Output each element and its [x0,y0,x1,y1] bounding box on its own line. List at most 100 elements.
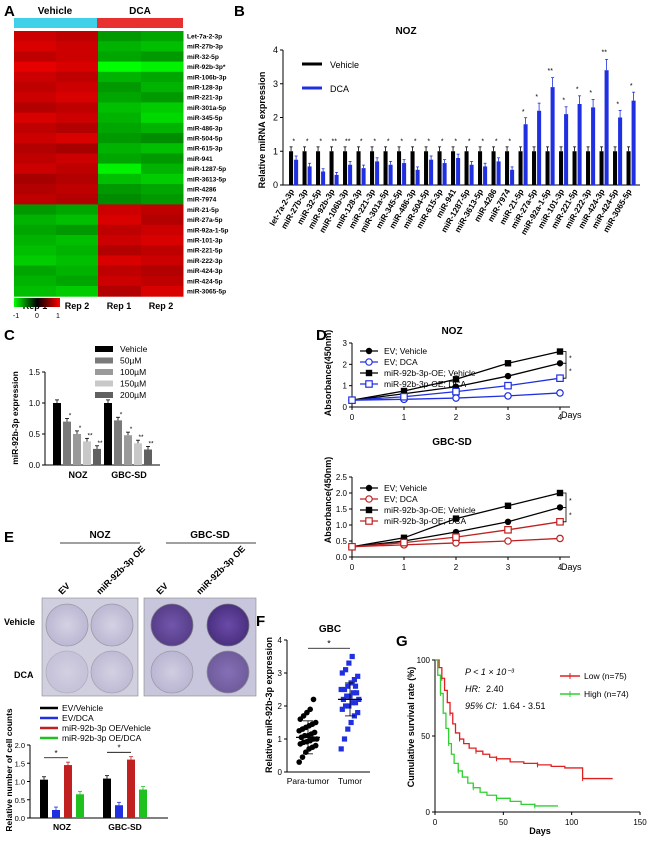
heatmap-cell [14,112,57,124]
legend-label: EV; DCA [384,357,418,367]
significance-bracket [563,506,567,523]
heatmap-cell [14,153,57,165]
y-tick-label: 1.5 [29,368,41,377]
e-row-vehicle: Vehicle [4,617,35,627]
heatmap-cell [141,71,184,83]
heatmap-column-label: Rep 1 [107,301,132,311]
legend-label: 200µM [120,390,146,400]
heatmap-cell [56,92,99,103]
marker [504,537,512,545]
heatmap-cell [56,173,99,185]
legend-label: High (n=74) [584,689,629,699]
x-tick-label: 150 [633,818,647,827]
data-point [311,729,318,736]
y-tick-label: 0.0 [336,553,348,562]
heatmap-cell [56,235,99,246]
panel-letter-c: C [4,327,15,344]
heatmap-cell [14,71,57,83]
heatmap-cell [98,214,142,226]
bar [429,159,434,185]
heatmap-cell [98,102,142,114]
bar [348,164,353,185]
data-point [352,683,359,689]
heatmap-cell [56,224,99,236]
heatmap-cell [56,61,99,73]
y-tick-label: 2 [343,360,348,369]
panel-c-ylabel: miR-92b-3p expression [10,371,20,465]
data-point [349,653,355,660]
x-tick-label: 0 [350,563,355,572]
y-tick-label: 3 [343,339,348,348]
data-point [350,690,356,696]
heatmap-row-label: miR-27a-5p [187,217,223,224]
marker [365,517,373,525]
heatmap-row-label: miR-1287-5p [187,166,226,173]
y-tick-label: 1.5 [336,505,348,514]
x-tick-label: 2 [454,413,459,422]
heatmap-cell [14,265,57,277]
y-tick-label: 0 [278,768,283,777]
bar [564,114,569,185]
legend-swatch [95,392,113,398]
marker [365,380,373,388]
y-tick-label: 0 [273,180,278,190]
y-tick-label: 4 [273,45,278,55]
marker [452,394,460,402]
category-label: GBC-SD [111,470,147,480]
data-point [307,706,314,713]
heatmap-row-label: miR-3065-5p [187,289,226,296]
marker [365,484,373,492]
y-tick-label: 2 [278,702,283,711]
marker [365,358,373,366]
bar [388,164,393,185]
significance-mark: * [79,425,82,432]
heatmap-cell [14,82,57,93]
significance-mark: ** [602,49,608,56]
category-label: Tumor [338,776,362,786]
e-col-oe-2: miR-92b-3p OE [194,544,247,597]
panel-g-chart: Cumulative survival rate (%) Days 0 50 100… [406,656,647,836]
marker [504,518,512,525]
panel-e-ylabel: Relative number of cell counts [4,708,14,832]
dca-group-label: DCA [129,6,151,17]
significance-mark: * [522,109,525,116]
data-point [341,686,348,693]
bar [523,124,528,185]
y-tick-label: 2.5 [336,473,348,482]
x-tick-label: 0 [350,413,355,422]
marker [400,534,408,541]
bar [456,158,461,185]
data-point [348,719,354,726]
panel-b-title: NOZ [395,26,416,37]
heatmap-cell [141,153,184,165]
marker [504,381,512,390]
heatmap-cell [56,143,99,154]
bar [618,117,623,185]
y-tick-label: 1.5 [15,759,25,768]
significance-mark: * [400,139,403,146]
bar [383,151,388,185]
y-tick-label: 1.0 [15,778,25,787]
heatmap-cell [141,184,184,195]
marker [348,542,356,551]
significance-mark: * [292,139,295,146]
significance-mark: * [569,355,572,362]
heatmap-cell [141,265,184,277]
legend-label: EV; Vehicle [384,483,427,493]
data-point [346,703,352,709]
heatmap-row-labels: Let-7a-2-3p miR-27b-3p miR-32-5p miR-92b-3p… [187,34,228,296]
heatmap-row-label: miR-504-5p [187,136,223,143]
panel-letter-f: F [256,613,265,630]
data-point [345,683,351,689]
marker [365,347,373,355]
heatmap-cell [14,245,57,256]
panel-d-top-xlabel: Days [561,410,582,420]
significance-mark: * [360,139,363,146]
heatmap-cell [98,112,142,124]
heatmap-row-label: miR-301a-5p [187,105,226,112]
heatmap-cell [14,92,57,103]
scale-tick-neg1: -1 [13,313,19,320]
significance-mark: * [569,513,572,520]
